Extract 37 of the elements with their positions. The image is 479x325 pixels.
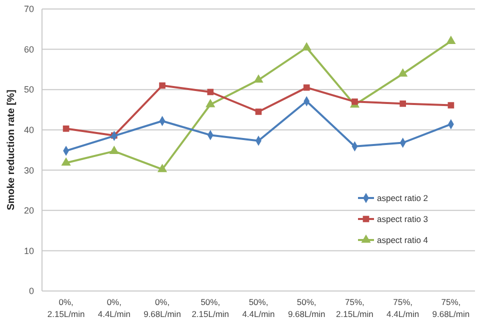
y-axis-title: Smoke reduction rate [%] (6, 90, 17, 210)
x-tick-label: 0%, 9.68L/min (144, 297, 182, 319)
y-tick-label: 70 (24, 4, 34, 14)
y-tick-label: 20 (24, 206, 34, 216)
point (400, 100, 406, 107)
x-tick-label: 0%, 4.4L/min (98, 297, 131, 319)
x-tick-label: 75%, 4.4L/min (386, 297, 420, 319)
point (398, 68, 408, 77)
legend-label: aspect ratio 4 (377, 234, 428, 245)
legend-label: aspect ratio 3 (377, 214, 428, 224)
point (254, 74, 264, 83)
point (302, 42, 312, 50)
x-tick-label: 0%, 2.15L/min (47, 297, 85, 319)
y-tick-label: 60 (24, 44, 34, 54)
x-tick-label: 75%, 9.68L/min (432, 297, 470, 319)
point (206, 98, 216, 108)
x-tick-label: 50%, 2.15L/min (192, 297, 230, 319)
x-tick-label: 50%, 9.68L/min (288, 297, 326, 319)
point (157, 164, 168, 172)
point (61, 157, 71, 166)
point (352, 98, 358, 105)
y-tick-label: 0 (28, 286, 34, 296)
point (62, 125, 70, 132)
x-tick-label: 75%, 2.15L/min (336, 297, 374, 319)
point (255, 108, 262, 115)
point (207, 88, 214, 96)
y-tick-label: 10 (24, 246, 34, 256)
legend-label: aspect ratio 2 (377, 192, 428, 203)
x-tick-label: 50%, 4.4L/min (242, 297, 276, 319)
y-tick-label: 30 (24, 165, 34, 176)
point (109, 146, 119, 154)
point (159, 82, 166, 89)
y-tick-label: 40 (24, 125, 34, 136)
point (448, 102, 454, 108)
point (446, 36, 456, 44)
y-tick-label: 50 (24, 84, 34, 95)
point (303, 84, 310, 91)
